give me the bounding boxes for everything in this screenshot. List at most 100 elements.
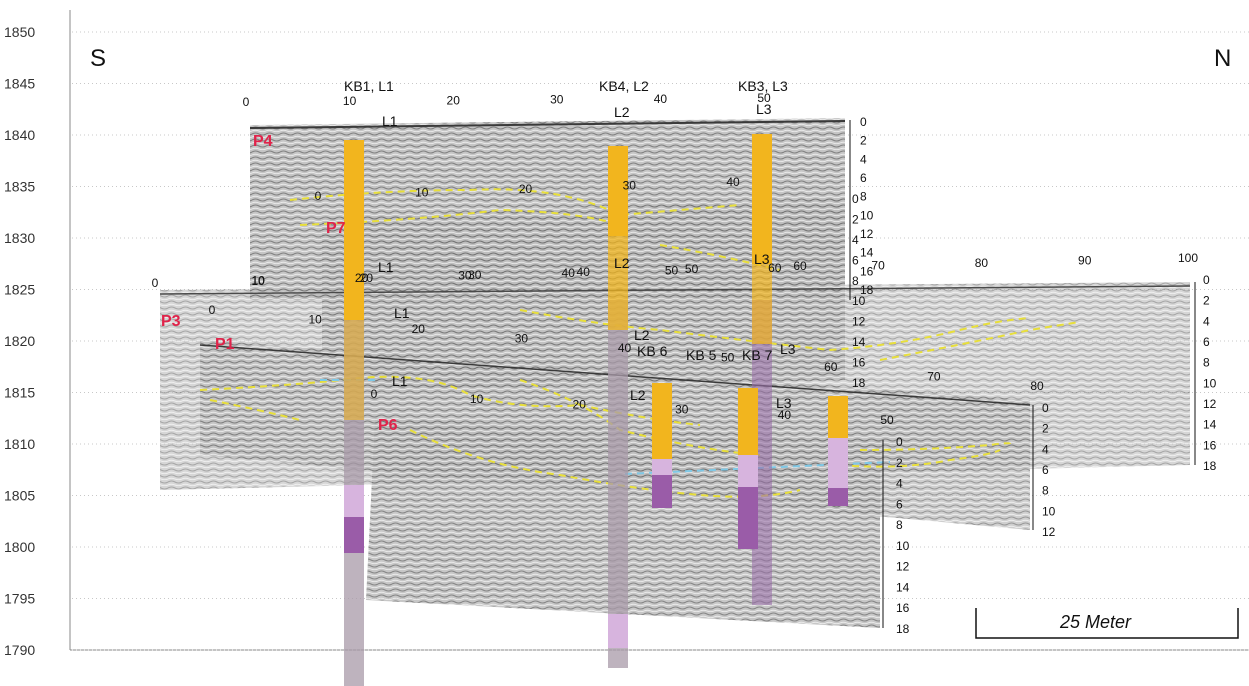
layer-label-l1: L1 <box>378 259 394 275</box>
p6-depth-label: 2 <box>896 456 903 470</box>
p4-depth-label: 0 <box>860 115 867 129</box>
p1-top-tick-label: 80 <box>1030 379 1044 393</box>
elevation-label: 1795 <box>4 591 35 607</box>
profile-label-p7: P7 <box>326 220 346 237</box>
p6-depth-label: 18 <box>896 622 910 636</box>
p1-depth-label: 0 <box>1042 401 1049 415</box>
p4-top-tick-label: 40 <box>654 92 668 106</box>
elevation-label: 1850 <box>4 24 35 40</box>
p4-top-tick-label: 50 <box>757 91 771 105</box>
elevation-label: 1845 <box>4 76 35 92</box>
p6-depth-label: 8 <box>896 518 903 532</box>
elevation-label: 1835 <box>4 179 35 195</box>
p3-depth-label: 12 <box>1203 397 1217 411</box>
borehole-kb1-label: KB1, L1 <box>344 78 394 94</box>
p4-depth-label: 6 <box>860 171 867 185</box>
p4-surface-reflector <box>249 120 846 129</box>
borehole-kb3-label: KB3, L3 <box>738 78 788 94</box>
p3-depth-label: 4 <box>1203 314 1210 328</box>
p7-depth-label: 0 <box>852 192 859 206</box>
p1-top-tick-label: 20 <box>412 322 426 336</box>
elevation-label: 1805 <box>4 488 35 504</box>
layer-label-l1: L1 <box>382 113 398 129</box>
layer-label-l2: L2 <box>634 327 650 343</box>
borehole-kb5-column <box>738 388 758 549</box>
p7-top-tick-label: 50 <box>685 262 699 276</box>
p6-top-tick-label: 0 <box>371 387 378 401</box>
p4-inner-tick-label: 0 <box>315 189 322 203</box>
p7-depth-label: 6 <box>852 253 859 267</box>
layer-label-l3: L3 <box>754 251 770 267</box>
p6-top-tick-label: 10 <box>470 392 484 406</box>
p4-depth-label: 12 <box>860 227 874 241</box>
elevation-label: 1820 <box>4 333 35 349</box>
p1-top-tick-label: 60 <box>824 360 838 374</box>
p6-top-tick-label: 40 <box>778 408 792 422</box>
p3-top-tick-label: 0 <box>152 276 159 290</box>
borehole-kb7-label: KB 7 <box>742 347 773 363</box>
p6-depth-label: 0 <box>896 435 903 449</box>
p3-depth-label: 10 <box>1203 376 1217 390</box>
p3-depth-label: 16 <box>1203 438 1217 452</box>
p3-depth-label: 2 <box>1203 294 1210 308</box>
p7-top-tick-label: 40 <box>577 265 591 279</box>
p7-depth-label: 16 <box>852 356 866 370</box>
profile-label-p3: P3 <box>161 313 181 330</box>
p7-depth-label: 8 <box>852 274 859 288</box>
p1-depth-label: 4 <box>1042 442 1049 456</box>
p4-top-tick-label: 10 <box>343 94 357 108</box>
p1-top-tick-label: 0 <box>209 303 216 317</box>
p6-top-tick-label: 20 <box>573 397 587 411</box>
p3-surface-reflector <box>159 285 1191 295</box>
borehole-kb7-column <box>828 396 848 506</box>
elevation-label: 1810 <box>4 436 35 452</box>
p3-top-tick-label: 10 <box>252 274 266 288</box>
p3-top-tick-label: 60 <box>768 261 782 275</box>
layer-label-l2: L2 <box>614 255 630 271</box>
elevation-labels: 1850 1845 1840 1835 1830 1825 1820 1815 1810 1805… <box>4 24 35 658</box>
layer-label-l2: L2 <box>630 387 646 403</box>
p7-top-tick-label: 20 <box>360 271 374 285</box>
p1-depth-label: 10 <box>1042 504 1056 518</box>
p3-depth-label: 8 <box>1203 356 1210 370</box>
direction-south-label: S <box>90 45 106 72</box>
p7-top-tick-label: 30 <box>468 268 482 282</box>
borehole-kb6-label: KB 6 <box>637 343 668 359</box>
layer-label-l3: L3 <box>756 101 772 117</box>
p3-top-tick-label: 30 <box>458 269 472 283</box>
layer-label-l2: L2 <box>614 104 630 120</box>
p4-inner-tick-label: 10 <box>415 186 429 200</box>
p3-top-tick-label: 20 <box>355 271 369 285</box>
p1-depth-label: 6 <box>1042 463 1049 477</box>
p7-depth-label: 4 <box>852 233 859 247</box>
p4-top-tick-label: 20 <box>447 93 461 107</box>
p4-inner-tick-label: 30 <box>623 179 637 193</box>
p7-depth-label: 10 <box>852 294 866 308</box>
p3-top-tick-label: 40 <box>562 266 576 280</box>
p4-inner-tick-label: 40 <box>726 175 740 189</box>
p4-depth-label: 14 <box>860 246 874 260</box>
profile-label-p4: P4 <box>253 133 273 150</box>
elevation-label: 1790 <box>4 642 35 658</box>
p1-top-tick-label: 70 <box>927 370 941 384</box>
p7-depth-label: 18 <box>852 376 866 390</box>
p6-depth-label: 4 <box>896 477 903 491</box>
layer-label-l1: L1 <box>392 373 408 389</box>
p4-depth-label: 10 <box>860 208 874 222</box>
borehole-kb6-column <box>652 383 672 508</box>
profile-label-p6: P6 <box>378 417 398 434</box>
p6-depth-label: 16 <box>896 601 910 615</box>
profile-label-p1: P1 <box>215 336 235 353</box>
p6-top-tick-label: 50 <box>880 413 894 427</box>
p6-depth-label: 14 <box>896 580 910 594</box>
layer-label-l3: L3 <box>776 395 792 411</box>
p3-depth-label: 6 <box>1203 335 1210 349</box>
p4-depth-label: 8 <box>860 190 867 204</box>
p3-top-tick-label: 80 <box>975 256 989 270</box>
p6-top-tick-label: 30 <box>675 403 689 417</box>
elevation-label: 1800 <box>4 539 35 555</box>
elevation-label: 1825 <box>4 282 35 298</box>
p4-depth-label: 16 <box>860 264 874 278</box>
